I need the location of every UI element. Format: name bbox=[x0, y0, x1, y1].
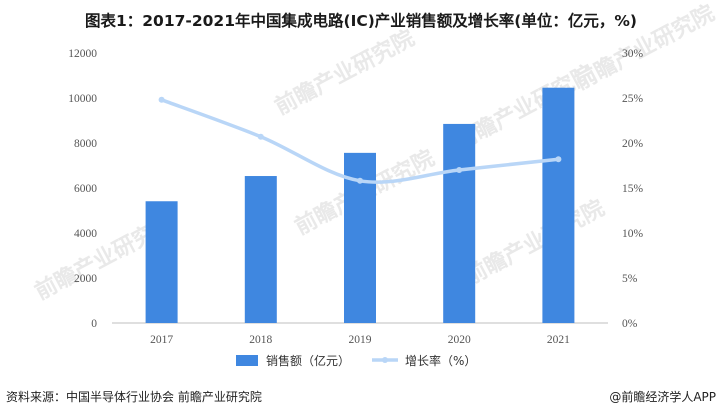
legend-bar-label: 销售额（亿元） bbox=[266, 353, 350, 368]
y-right-tick-label: 20% bbox=[622, 138, 644, 150]
y-right-tick-label: 15% bbox=[622, 183, 644, 195]
bar bbox=[542, 87, 575, 323]
y-left-tick-label: 10000 bbox=[68, 93, 97, 105]
y-left-tick-label: 2000 bbox=[74, 273, 97, 285]
x-tick-label: 2017 bbox=[150, 334, 173, 346]
bar bbox=[244, 176, 277, 323]
axes: 0 2000 4000 6000 8000 10000 12000 0% 5% 10% 15% 20%… bbox=[68, 48, 643, 346]
brand-credit: @前瞻经济学人APP bbox=[609, 390, 716, 404]
x-tick-label: 2018 bbox=[249, 334, 272, 346]
x-tick-label: 2020 bbox=[448, 334, 471, 346]
y-left-tick-label: 4000 bbox=[74, 228, 97, 240]
y-right-tick-label: 0% bbox=[622, 318, 638, 330]
line-series bbox=[158, 96, 562, 184]
bar bbox=[145, 201, 178, 323]
x-tick-label: 2021 bbox=[547, 334, 570, 346]
watermark-text: 前瞻产业研究院 bbox=[461, 195, 609, 290]
legend-bar-swatch bbox=[236, 355, 258, 366]
growth-point bbox=[456, 167, 463, 173]
growth-point bbox=[158, 96, 165, 103]
watermark-text: 前瞻产业研究院 bbox=[571, 0, 719, 95]
growth-point bbox=[555, 156, 562, 163]
legend-line-marker bbox=[382, 357, 388, 363]
y-right-tick-label: 10% bbox=[622, 228, 644, 240]
watermark-text: 前瞻产业研究院 bbox=[271, 25, 419, 120]
bar-series bbox=[145, 87, 575, 323]
y-right-tick-label: 30% bbox=[622, 48, 644, 60]
y-left-tick-label: 12000 bbox=[68, 48, 97, 60]
source-note: 资料来源：中国半导体行业协会 前瞻产业研究院 bbox=[6, 390, 262, 404]
y-left-tick-label: 8000 bbox=[74, 138, 97, 150]
x-tick-label: 2019 bbox=[349, 334, 372, 346]
legend: 销售额（亿元） 增长率（%） bbox=[236, 353, 476, 368]
y-left-tick-label: 0 bbox=[91, 318, 97, 330]
chart-title: 图表1：2017-2021年中国集成电路(IC)产业销售额及增长率(单位：亿元，… bbox=[84, 12, 637, 30]
bar bbox=[443, 123, 476, 323]
growth-point bbox=[257, 133, 264, 140]
growth-point bbox=[357, 177, 363, 184]
legend-line-label: 增长率（%） bbox=[405, 353, 476, 368]
y-right-tick-label: 25% bbox=[622, 93, 644, 105]
y-left-tick-label: 6000 bbox=[74, 183, 97, 195]
y-right-tick-label: 5% bbox=[622, 273, 638, 285]
